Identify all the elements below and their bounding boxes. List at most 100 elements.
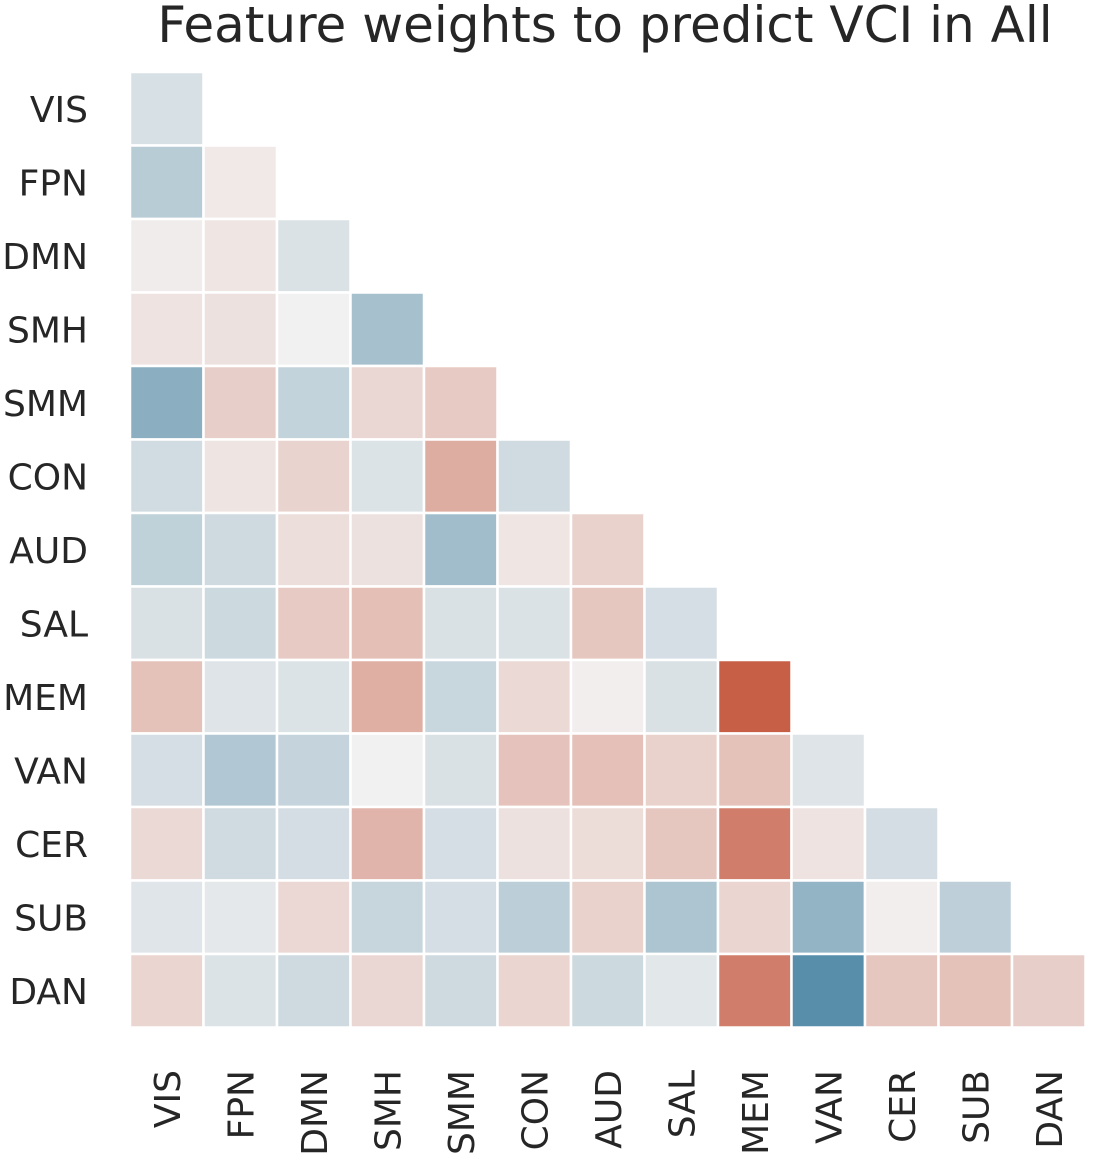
heatmap-cells bbox=[128, 70, 1087, 1029]
heatmap-cell-vis-vis bbox=[128, 70, 205, 147]
heatmap-cell-smh-fpn bbox=[202, 291, 279, 368]
heatmap-cell-mem-smm bbox=[422, 658, 499, 735]
heatmap-cell-cer-mem bbox=[716, 805, 793, 882]
x-tick-label: DAN bbox=[1030, 1070, 1071, 1149]
heatmap-cell-van-smh bbox=[349, 732, 426, 809]
heatmap-cell-dan-vis bbox=[128, 952, 205, 1029]
heatmap-cell-dan-mem bbox=[716, 952, 793, 1029]
y-tick-label: MEM bbox=[3, 678, 88, 719]
x-tick-label: FPN bbox=[221, 1070, 262, 1139]
heatmap-cell-cer-smh bbox=[349, 805, 426, 882]
heatmap-cell-cer-vis bbox=[128, 805, 205, 882]
heatmap-cell-cer-aud bbox=[569, 805, 646, 882]
heatmap-cell-smh-dmn bbox=[275, 291, 352, 368]
x-tick-label: SAL bbox=[662, 1070, 703, 1138]
y-tick-label: SAL bbox=[20, 604, 88, 645]
heatmap-cell-sub-sub bbox=[937, 879, 1014, 956]
heatmap-cell-mem-fpn bbox=[202, 658, 279, 735]
x-tick-label: VIS bbox=[148, 1070, 189, 1128]
heatmap-cell-con-smh bbox=[349, 438, 426, 515]
heatmap-cell-sub-con bbox=[496, 879, 573, 956]
heatmap-cell-aud-aud bbox=[569, 511, 646, 588]
y-tick-label: SMM bbox=[3, 384, 88, 425]
heatmap-cell-con-dmn bbox=[275, 438, 352, 515]
heatmap-cell-cer-sal bbox=[643, 805, 720, 882]
heatmap-cell-sub-smm bbox=[422, 879, 499, 956]
heatmap-cell-cer-con bbox=[496, 805, 573, 882]
heatmap-cell-dan-van bbox=[790, 952, 867, 1029]
heatmap-cell-mem-smh bbox=[349, 658, 426, 735]
heatmap-cell-van-smm bbox=[422, 732, 499, 809]
heatmap-cell-dmn-fpn bbox=[202, 217, 279, 294]
heatmap-cell-van-sal bbox=[643, 732, 720, 809]
heatmap-cell-dmn-dmn bbox=[275, 217, 352, 294]
heatmap-cell-smm-vis bbox=[128, 364, 205, 441]
heatmap-cell-sal-aud bbox=[569, 585, 646, 662]
heatmap-cell-cer-van bbox=[790, 805, 867, 882]
heatmap-cell-sal-smh bbox=[349, 585, 426, 662]
y-tick-label: DAN bbox=[9, 972, 88, 1013]
x-tick-label: DMN bbox=[295, 1070, 336, 1156]
heatmap-cell-aud-vis bbox=[128, 511, 205, 588]
x-tick-label: VAN bbox=[809, 1070, 850, 1144]
heatmap-cell-sub-cer bbox=[863, 879, 940, 956]
heatmap-cell-smh-smh bbox=[349, 291, 426, 368]
y-tick-label: VAN bbox=[14, 751, 88, 792]
heatmap-cell-van-dmn bbox=[275, 732, 352, 809]
heatmap-cell-con-smm bbox=[422, 438, 499, 515]
heatmap-cell-dan-sal bbox=[643, 952, 720, 1029]
heatmap-cell-aud-smm bbox=[422, 511, 499, 588]
y-tick-label: SUB bbox=[14, 898, 88, 939]
heatmap-cell-smh-vis bbox=[128, 291, 205, 368]
y-tick-label: VIS bbox=[30, 90, 88, 131]
heatmap-cell-mem-aud bbox=[569, 658, 646, 735]
heatmap-cell-sub-aud bbox=[569, 879, 646, 956]
heatmap-cell-sal-vis bbox=[128, 585, 205, 662]
heatmap-cell-sal-dmn bbox=[275, 585, 352, 662]
heatmap-cell-mem-vis bbox=[128, 658, 205, 735]
heatmap-cell-dan-smh bbox=[349, 952, 426, 1029]
heatmap-cell-cer-cer bbox=[863, 805, 940, 882]
y-tick-label: DMN bbox=[2, 237, 88, 278]
heatmap-cell-smm-fpn bbox=[202, 364, 279, 441]
chart-title: Feature weights to predict VCI in All bbox=[157, 0, 1052, 54]
heatmap-cell-dan-fpn bbox=[202, 952, 279, 1029]
heatmap-cell-sub-fpn bbox=[202, 879, 279, 956]
heatmap-cell-mem-dmn bbox=[275, 658, 352, 735]
heatmap-cell-van-fpn bbox=[202, 732, 279, 809]
heatmap-cell-cer-smm bbox=[422, 805, 499, 882]
heatmap-cell-van-con bbox=[496, 732, 573, 809]
heatmap-cell-mem-sal bbox=[643, 658, 720, 735]
heatmap-cell-sub-dmn bbox=[275, 879, 352, 956]
heatmap-cell-con-vis bbox=[128, 438, 205, 515]
heatmap-cell-cer-fpn bbox=[202, 805, 279, 882]
heatmap-cell-van-van bbox=[790, 732, 867, 809]
heatmap-cell-cer-dmn bbox=[275, 805, 352, 882]
y-tick-label: AUD bbox=[9, 531, 88, 572]
heatmap-cell-dan-sub bbox=[937, 952, 1014, 1029]
heatmap-cell-van-mem bbox=[716, 732, 793, 809]
y-tick-label: CON bbox=[8, 457, 88, 498]
heatmap-cell-dan-cer bbox=[863, 952, 940, 1029]
heatmap-cell-fpn-fpn bbox=[202, 144, 279, 221]
heatmap-cell-dan-con bbox=[496, 952, 573, 1029]
heatmap-cell-sub-van bbox=[790, 879, 867, 956]
heatmap-cell-mem-con bbox=[496, 658, 573, 735]
y-tick-label: CER bbox=[15, 825, 88, 866]
heatmap-cell-con-fpn bbox=[202, 438, 279, 515]
heatmap-cell-aud-con bbox=[496, 511, 573, 588]
heatmap-cell-mem-mem bbox=[716, 658, 793, 735]
heatmap-cell-aud-dmn bbox=[275, 511, 352, 588]
heatmap-cell-dan-aud bbox=[569, 952, 646, 1029]
heatmap-cell-smm-dmn bbox=[275, 364, 352, 441]
heatmap-cell-sal-fpn bbox=[202, 585, 279, 662]
heatmap-cell-con-con bbox=[496, 438, 573, 515]
y-tick-label: FPN bbox=[19, 163, 88, 204]
heatmap-cell-sal-con bbox=[496, 585, 573, 662]
heatmap-cell-sub-sal bbox=[643, 879, 720, 956]
x-tick-label: SMM bbox=[442, 1070, 483, 1155]
heatmap-cell-sal-sal bbox=[643, 585, 720, 662]
heatmap-cell-aud-fpn bbox=[202, 511, 279, 588]
heatmap-cell-sub-mem bbox=[716, 879, 793, 956]
